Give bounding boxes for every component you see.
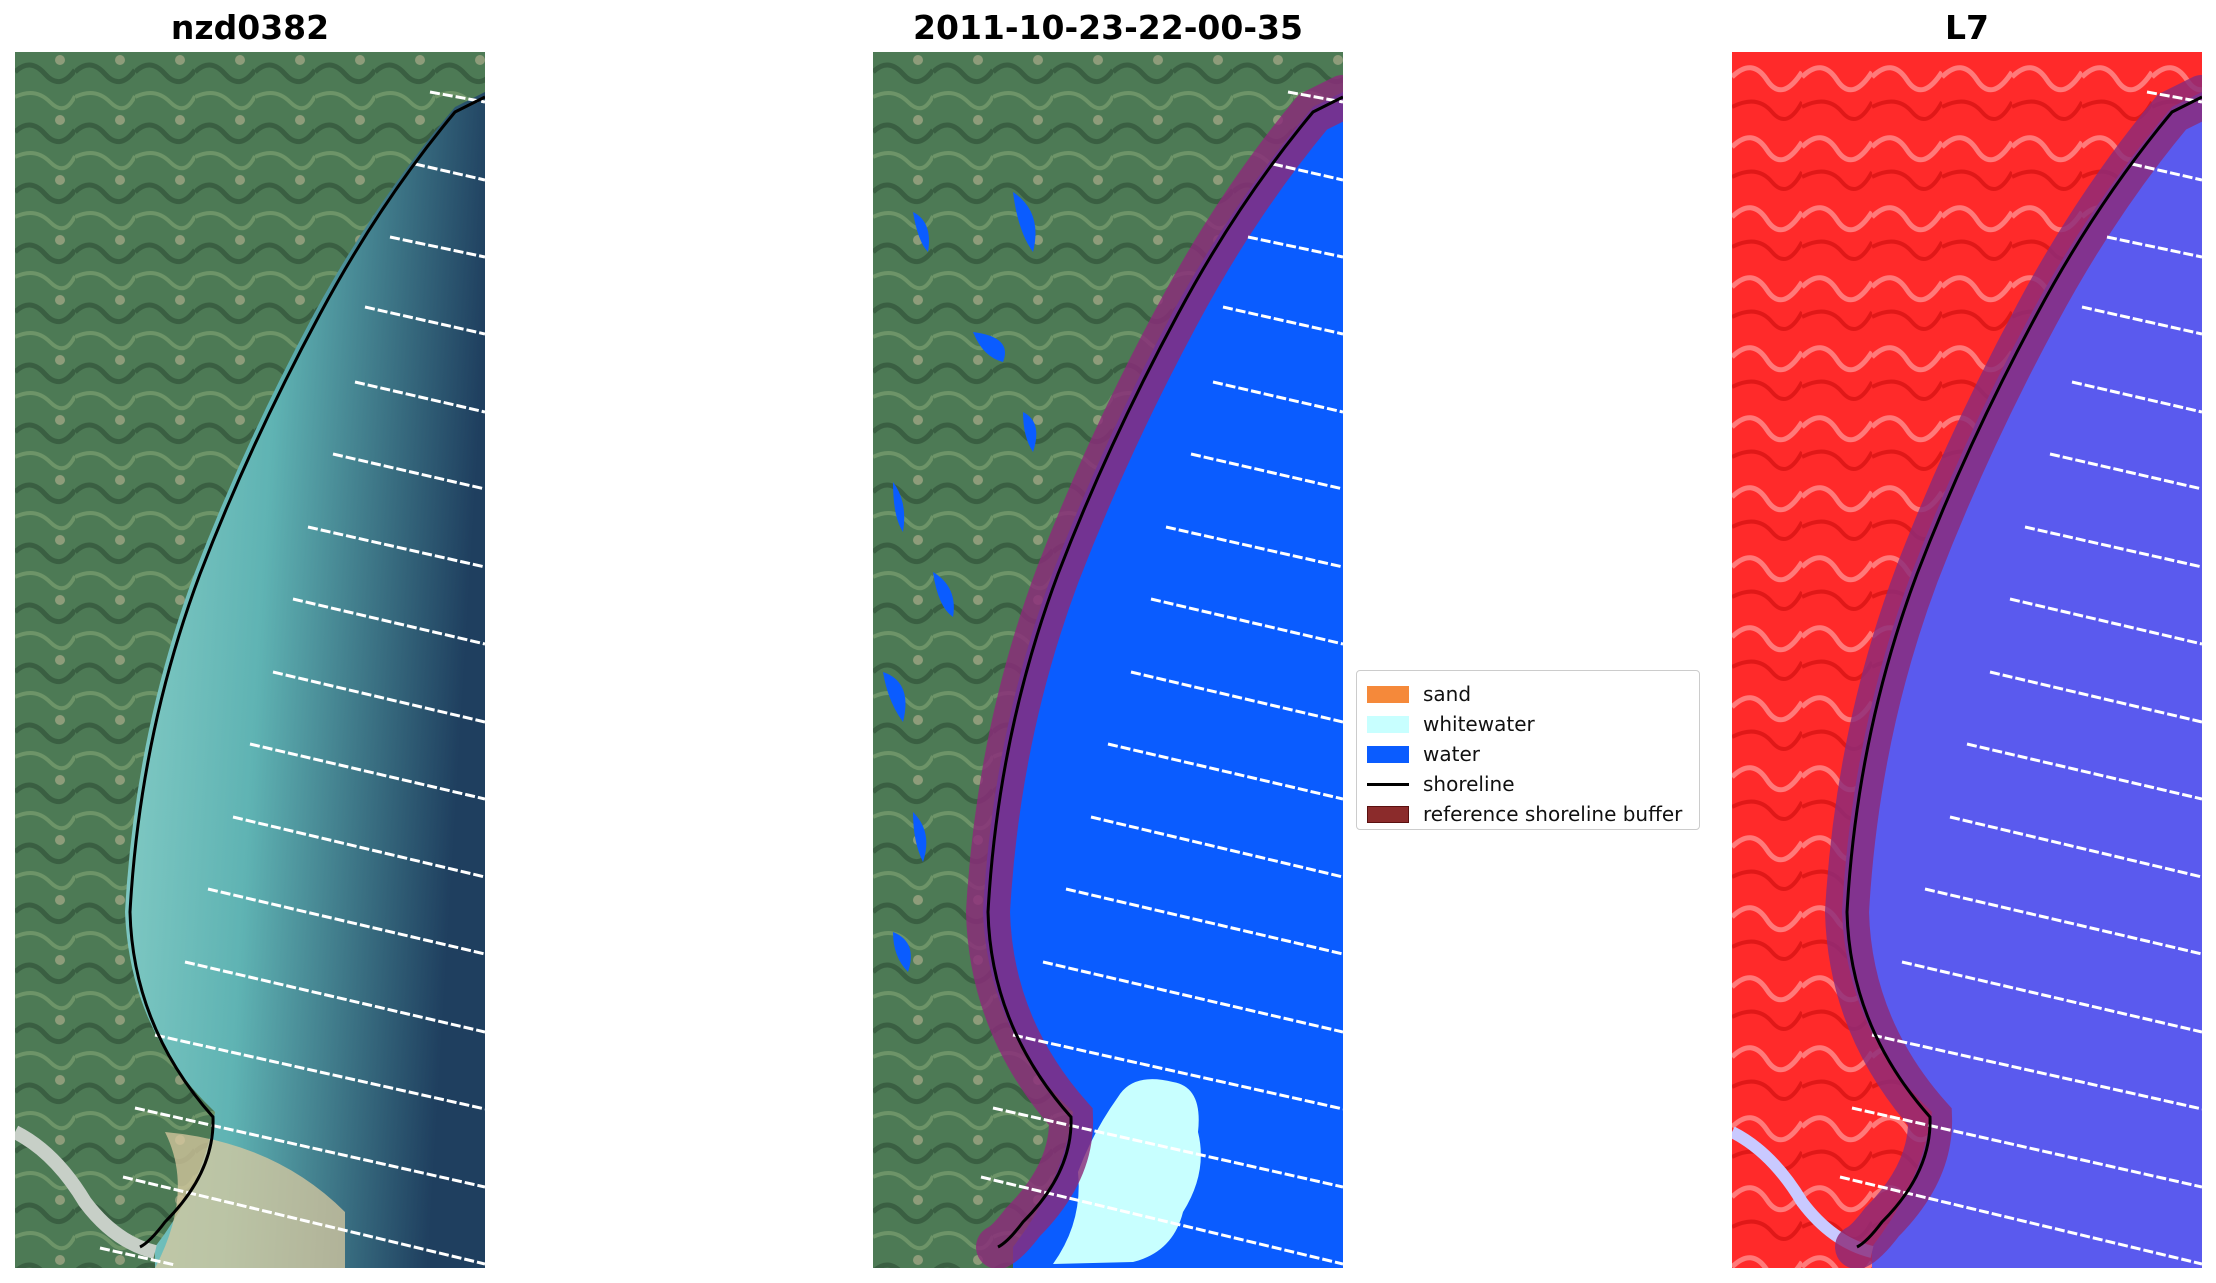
river-channel: [15, 1125, 157, 1259]
classified-image: [873, 52, 1343, 1268]
transects: [99, 90, 485, 1267]
legend-item-shoreline: shoreline: [1367, 769, 1689, 799]
legend: sand whitewater water shoreline referenc…: [1356, 670, 1700, 830]
legend-label-shoreline: shoreline: [1423, 772, 1515, 796]
shoreline: [128, 95, 485, 1249]
rgb-image: [15, 52, 485, 1268]
index-image-panel: [1732, 52, 2202, 1268]
water-swatch: [1367, 745, 1409, 763]
legend-item-sand: sand: [1367, 679, 1689, 709]
sand-swatch: [1367, 685, 1409, 703]
panel-title-3: L7: [1945, 8, 1989, 47]
shoreline-swatch: [1367, 782, 1409, 786]
whitewater-swatch: [1367, 715, 1409, 733]
shoreline: [1845, 95, 2202, 1249]
classified-image-panel: [873, 52, 1343, 1268]
panel-title-1: nzd0382: [170, 8, 330, 47]
index-image: [1732, 52, 2202, 1268]
transects: [980, 90, 1343, 1266]
legend-item-water: water: [1367, 739, 1689, 769]
legend-label-whitewater: whitewater: [1423, 712, 1535, 736]
inland-water-patches: [883, 192, 1037, 972]
legend-label-buffer: reference shoreline buffer: [1423, 802, 1683, 826]
buffer-swatch: [1367, 805, 1409, 823]
transects: [1839, 90, 2202, 1266]
legend-item-whitewater: whitewater: [1367, 709, 1689, 739]
legend-label-water: water: [1423, 742, 1480, 766]
legend-label-sand: sand: [1423, 682, 1472, 706]
whitewater-class: [1053, 1079, 1201, 1264]
panel-title-2: 2011-10-23-22-00-35: [913, 8, 1303, 47]
shoreline: [986, 95, 1343, 1249]
legend-item-buffer: reference shoreline buffer: [1367, 799, 1689, 829]
rgb-image-panel: [15, 52, 485, 1268]
